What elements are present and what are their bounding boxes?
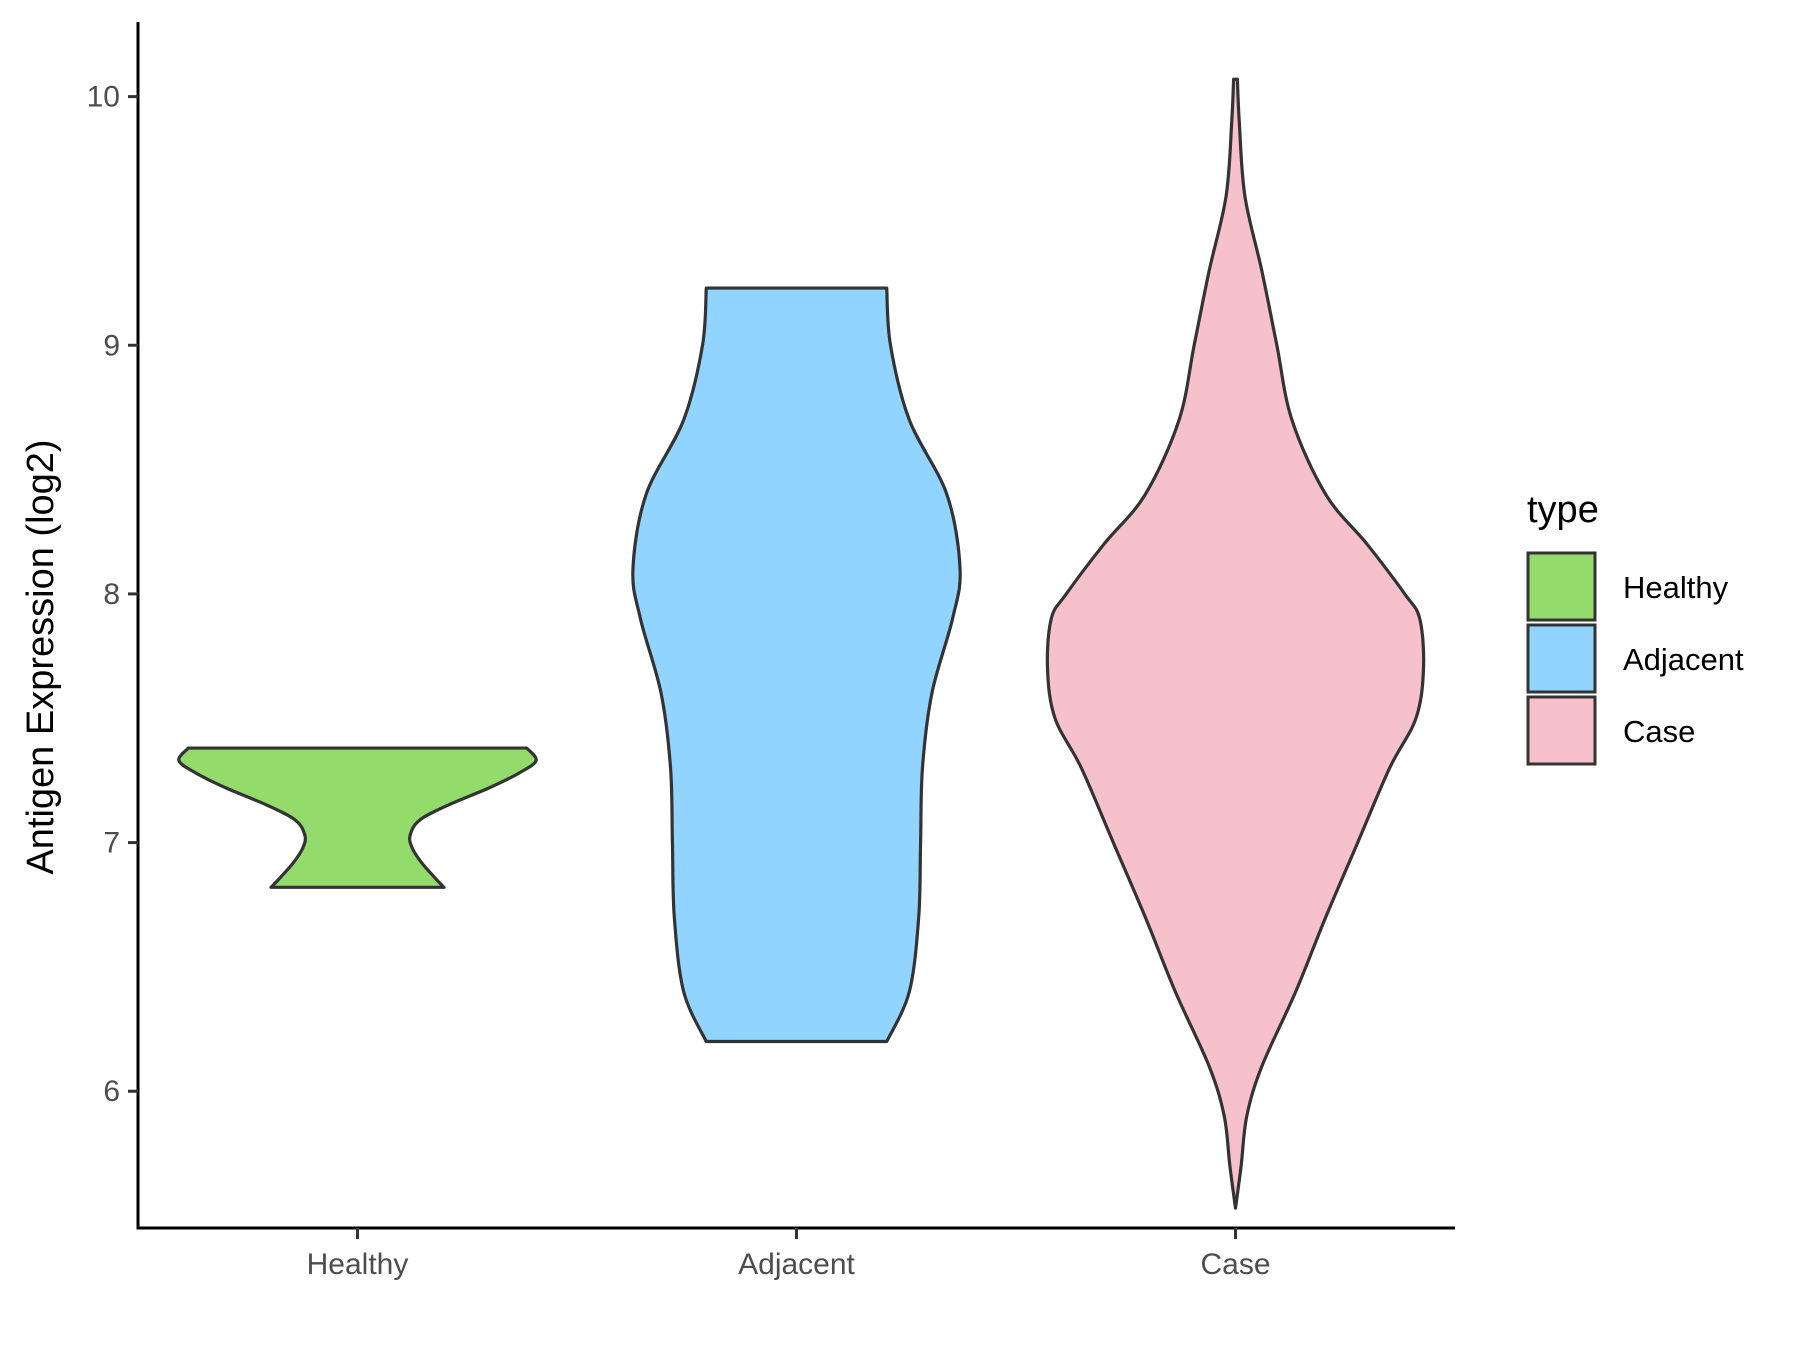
legend: type Healthy Adjacent Case bbox=[1526, 489, 1744, 766]
legend-swatch-healthy bbox=[1526, 551, 1597, 622]
y-tick-label: 8 bbox=[103, 578, 120, 611]
y-tick-label: 9 bbox=[103, 329, 120, 362]
legend-label-healthy: Healthy bbox=[1623, 570, 1729, 605]
legend-label-case: Case bbox=[1623, 714, 1695, 749]
violin-layer bbox=[177, 77, 1426, 1210]
y-tick-label: 6 bbox=[103, 1075, 120, 1108]
y-tick-label: 7 bbox=[103, 827, 120, 860]
legend-swatch-case bbox=[1526, 695, 1597, 766]
y-axis-title: Antigen Expression (log2) bbox=[20, 439, 62, 874]
x-tick-label-adjacent: Adjacent bbox=[738, 1248, 855, 1281]
y-axis-ticks: 6 7 8 9 10 bbox=[87, 81, 138, 1108]
legend-label-adjacent: Adjacent bbox=[1623, 642, 1744, 677]
violin-case bbox=[1045, 77, 1426, 1210]
legend-title: type bbox=[1527, 489, 1599, 531]
x-tick-label-case: Case bbox=[1200, 1248, 1270, 1281]
violin-adjacent bbox=[631, 286, 962, 1044]
violin-healthy bbox=[177, 746, 538, 889]
x-axis-ticks: Healthy Adjacent Case bbox=[307, 1228, 1271, 1281]
y-tick-label: 10 bbox=[87, 81, 120, 114]
legend-items: Healthy Adjacent Case bbox=[1526, 551, 1744, 766]
legend-swatch-adjacent bbox=[1526, 623, 1597, 694]
x-tick-label-healthy: Healthy bbox=[307, 1248, 409, 1281]
